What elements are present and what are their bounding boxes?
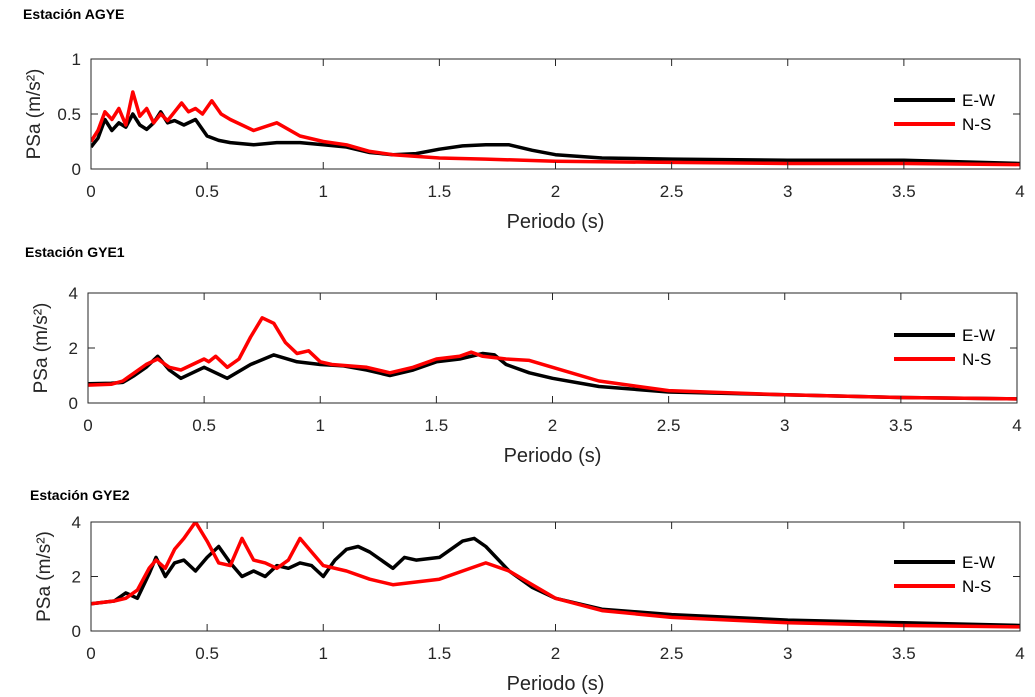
x-axis-label: Periodo (s) (507, 673, 605, 695)
legend-label-e-w: E-W (962, 326, 995, 345)
x-axis-label: Periodo (s) (504, 445, 602, 467)
x-tick-label: 3.5 (892, 644, 916, 663)
x-tick-label: 2 (548, 416, 557, 435)
x-tick-label: 2 (551, 644, 560, 663)
y-tick-label: 2 (72, 568, 81, 587)
x-tick-label: 4 (1015, 182, 1024, 201)
panel-title: Estación GYE1 (25, 244, 125, 260)
x-tick-label: 2 (551, 182, 560, 201)
legend-label-e-w: E-W (962, 91, 995, 110)
x-tick-label: 1 (319, 644, 328, 663)
x-tick-label: 0 (83, 416, 92, 435)
series-line-n-s (91, 90, 1020, 167)
x-tick-label: 1.5 (428, 644, 452, 663)
legend-label-n-s: N-S (962, 115, 991, 134)
chart-panel-3: 0 0.5 1 1.5 2 2.5 3 3.5 4 0 2 4 Periodo (s) PSa (m/s²… (34, 513, 1025, 695)
axes-box (87, 292, 1018, 404)
axes-box (90, 58, 1021, 170)
y-axis-label: PSa (m/s²) (31, 303, 52, 394)
axes-box (90, 521, 1021, 632)
legend-label-n-s: N-S (962, 577, 991, 596)
x-tick-label: 1.5 (425, 416, 449, 435)
x-tick-label: 1 (316, 416, 325, 435)
y-axis-label: PSa (m/s²) (24, 69, 45, 160)
y-tick-label: 0 (69, 394, 78, 413)
x-tick-label: 2.5 (660, 644, 684, 663)
x-tick-label: 0.5 (195, 644, 219, 663)
x-tick-label: 1.5 (428, 182, 452, 201)
x-tick-label: 0 (86, 644, 95, 663)
y-axis-label: PSa (m/s²) (34, 531, 55, 622)
y-tick-label: 2 (69, 339, 78, 358)
x-tick-label: 0.5 (195, 182, 219, 201)
x-tick-label: 1 (319, 182, 328, 201)
x-tick-label: 3 (783, 182, 792, 201)
chart-panel-1: 0 0.5 1 1.5 2 2.5 3 3.5 4 0 0.5 1 Periodo (s) PSa (m/… (24, 50, 1025, 233)
x-tick-label: 3 (780, 416, 789, 435)
legend-label-n-s: N-S (962, 350, 991, 369)
series-line-n-s (91, 522, 1020, 629)
y-tick-label: 4 (69, 284, 78, 303)
panel-title: Estación GYE2 (30, 487, 130, 503)
series-line-e-w (91, 110, 1020, 166)
chart-panel-2: 0 0.5 1 1.5 2 2.5 3 3.5 4 0 2 4 Periodo (s) PSa (m/s²… (31, 284, 1022, 467)
x-tick-label: 3.5 (889, 416, 913, 435)
y-tick-label: 0 (72, 160, 81, 179)
x-tick-label: 4 (1012, 416, 1021, 435)
x-tick-label: 0.5 (192, 416, 216, 435)
x-tick-label: 2.5 (657, 416, 681, 435)
x-tick-label: 3.5 (892, 182, 916, 201)
x-tick-label: 3 (783, 644, 792, 663)
panel-title: Estación AGYE (23, 6, 125, 22)
y-tick-label: 0.5 (57, 105, 81, 124)
x-axis-label: Periodo (s) (507, 211, 605, 233)
x-tick-label: 2.5 (660, 182, 684, 201)
x-tick-label: 4 (1015, 644, 1024, 663)
series-line-e-w (91, 536, 1020, 628)
y-tick-label: 1 (72, 50, 81, 69)
y-tick-label: 4 (72, 513, 81, 532)
series-line-e-w (88, 351, 1017, 401)
series-line-n-s (88, 316, 1017, 401)
y-tick-label: 0 (72, 622, 81, 641)
x-tick-label: 0 (86, 182, 95, 201)
legend-label-e-w: E-W (962, 553, 995, 572)
